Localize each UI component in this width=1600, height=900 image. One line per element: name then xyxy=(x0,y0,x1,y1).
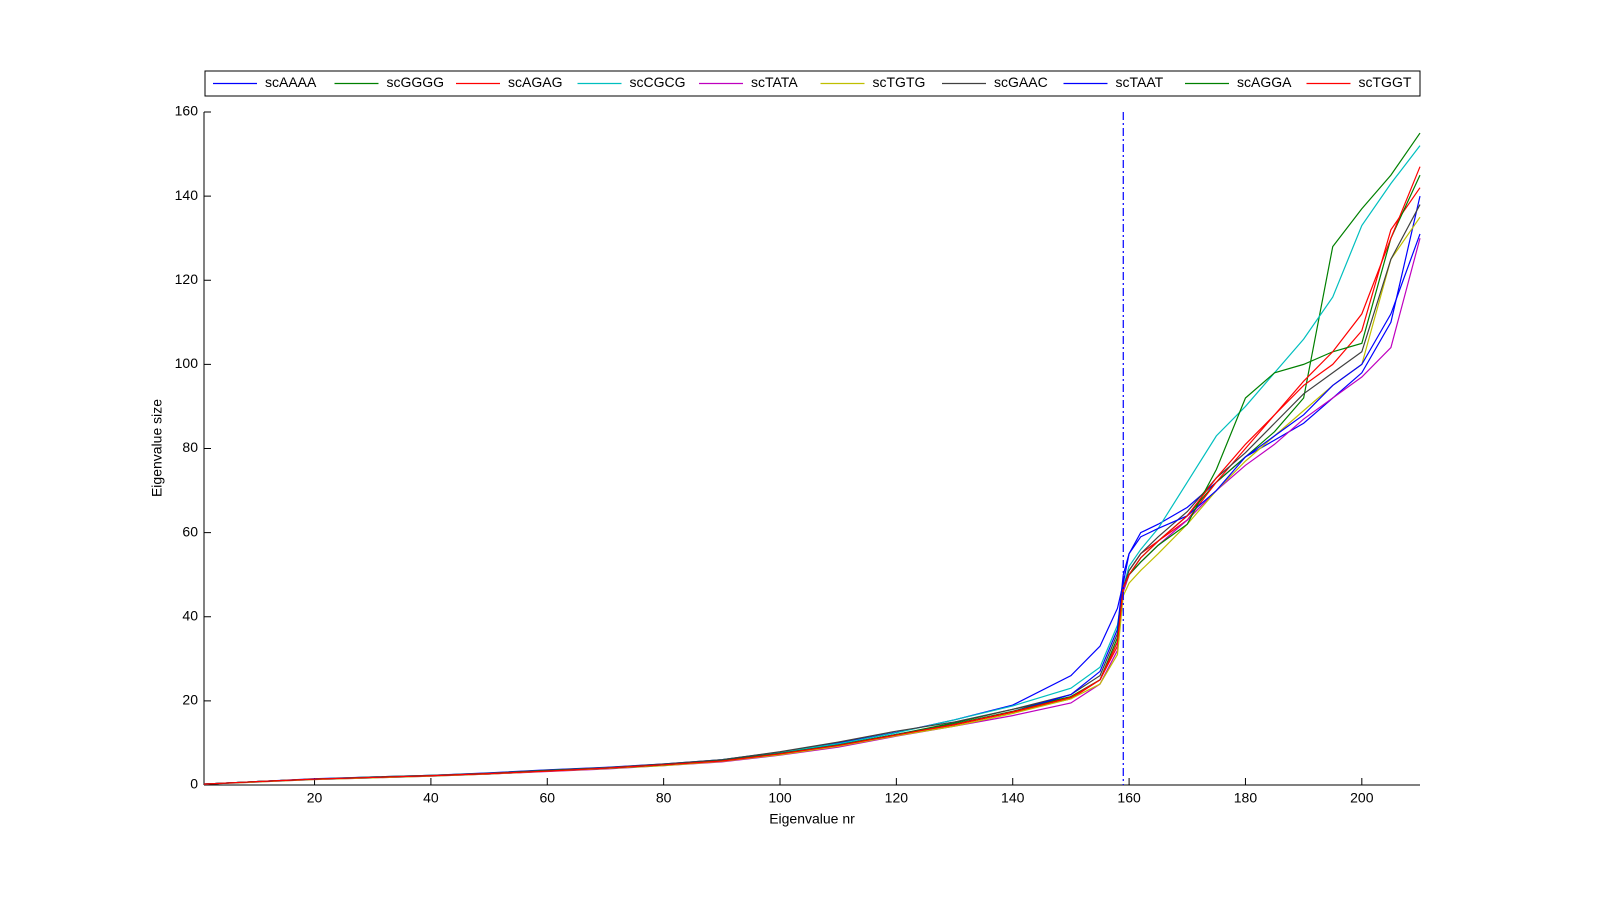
legend-label: scAGAG xyxy=(508,74,562,90)
legend-label: scGGGG xyxy=(387,74,445,90)
x-tick-label: 20 xyxy=(307,790,323,806)
legend-label: scGAAC xyxy=(994,74,1048,90)
x-tick-label: 200 xyxy=(1350,790,1374,806)
y-tick-label: 80 xyxy=(182,439,198,455)
y-tick-label: 140 xyxy=(175,187,199,203)
x-tick-label: 40 xyxy=(423,790,439,806)
y-tick-label: 120 xyxy=(175,271,199,287)
x-tick-label: 180 xyxy=(1234,790,1258,806)
x-tick-label: 80 xyxy=(656,790,672,806)
y-tick-label: 60 xyxy=(182,523,198,539)
y-tick-label: 0 xyxy=(190,776,198,792)
legend-label: scAAAA xyxy=(265,74,317,90)
x-tick-label: 60 xyxy=(539,790,555,806)
y-tick-label: 100 xyxy=(175,355,199,371)
y-axis-label: Eigenvalue size xyxy=(149,399,165,497)
legend-label: scTGTG xyxy=(873,74,926,90)
x-tick-label: 140 xyxy=(1001,790,1025,806)
x-tick-label: 100 xyxy=(768,790,792,806)
legend-label: scTAAT xyxy=(1116,74,1164,90)
y-tick-label: 40 xyxy=(182,607,198,623)
x-tick-label: 120 xyxy=(885,790,909,806)
y-tick-label: 160 xyxy=(175,103,199,119)
x-axis-label: Eigenvalue nr xyxy=(769,811,855,827)
legend-label: scTGGT xyxy=(1359,74,1412,90)
y-tick-label: 20 xyxy=(182,692,198,708)
legend-label: scTATA xyxy=(751,74,798,90)
x-tick-label: 160 xyxy=(1117,790,1141,806)
series-line xyxy=(203,166,1421,785)
legend-label: scAGGA xyxy=(1237,74,1292,90)
legend-label: scCGCG xyxy=(630,74,686,90)
